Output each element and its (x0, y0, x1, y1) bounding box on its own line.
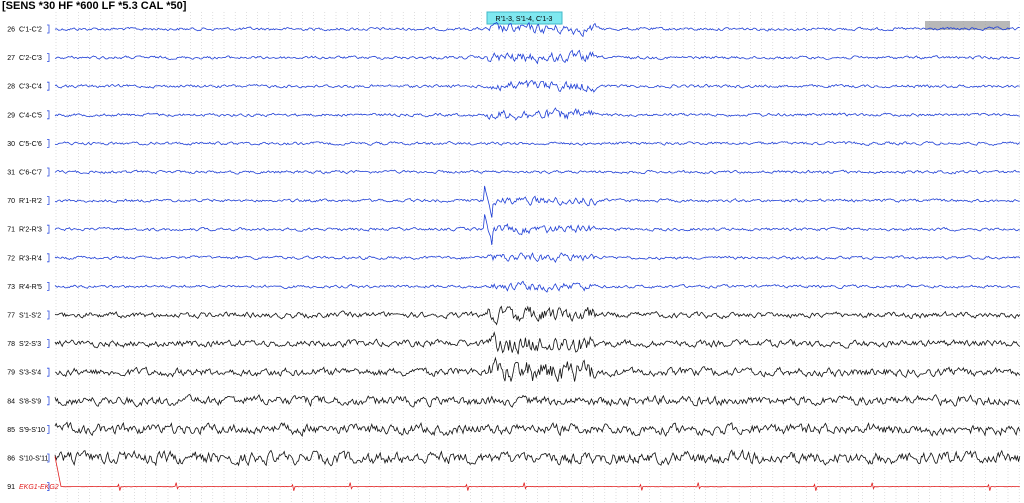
eeg-trace (54, 252, 1021, 263)
channel-label: C'3-C'4 (19, 84, 42, 91)
channel-label: S'10-S'11 (19, 456, 49, 463)
channel-label: C'5-C'6 (19, 141, 42, 148)
eeg-trace (54, 394, 1021, 408)
eeg-trace (54, 305, 1021, 326)
eeg-trace (54, 49, 1021, 65)
channel-number: 28 (7, 84, 15, 91)
cal-bracket (47, 310, 50, 320)
channel-label: S'1-S'2 (19, 313, 41, 320)
cal-bracket (47, 253, 50, 263)
eeg-trace (54, 456, 1020, 491)
channel-number: 71 (7, 227, 15, 234)
cal-bracket (47, 453, 50, 463)
cal-bracket (47, 110, 50, 120)
channel-number: 73 (7, 284, 15, 291)
channel-number: 78 (7, 341, 15, 348)
channel-number: 79 (7, 370, 15, 377)
cal-bracket (47, 53, 50, 62)
eeg-trace (54, 214, 1020, 246)
eeg-trace (54, 185, 1020, 218)
settings-header: [SENS *30 HF *600 LF *5.3 CAL *50] (2, 0, 187, 12)
channel-number: 29 (7, 112, 15, 119)
channel-number: 26 (7, 27, 15, 34)
cal-bracket (47, 482, 50, 491)
eeg-trace (54, 421, 1021, 437)
eeg-trace (54, 140, 1021, 146)
channel-label: C'4-C'5 (19, 112, 42, 119)
channel-number: 70 (7, 198, 15, 205)
channel-label: C'2-C'3 (19, 55, 42, 62)
cal-bracket (47, 396, 50, 406)
channel-label: C'1-C'2 (19, 27, 42, 34)
channel-label: EKG1-EKG2 (19, 484, 59, 491)
cal-bracket (47, 81, 50, 91)
eeg-trace (54, 79, 1020, 93)
channel-number: 77 (7, 313, 15, 320)
eeg-trace (54, 21, 1020, 38)
cal-bracket (47, 139, 50, 148)
cal-bracket (47, 367, 50, 377)
channel-number: 91 (7, 484, 15, 491)
channel-number: 27 (7, 55, 15, 62)
cal-bracket (47, 425, 50, 434)
eeg-trace (54, 331, 1021, 355)
channel-label: S'2-S'3 (19, 341, 41, 348)
eeg-trace (54, 169, 1020, 175)
annotation-text: R'1-3, S'1-4, C'1-3 (496, 16, 553, 23)
cal-bracket (47, 196, 50, 205)
channel-number: 31 (7, 170, 15, 177)
cal-bracket (47, 282, 50, 291)
cal-bracket (47, 24, 50, 34)
cal-bracket (47, 167, 50, 177)
channel-label: S'8-S'9 (19, 398, 41, 405)
channel-label: R'3-R'4 (19, 255, 42, 262)
channel-label: C'6-C'7 (19, 170, 42, 177)
channel-number: 86 (7, 456, 15, 463)
channel-label: S'9-S'10 (19, 427, 45, 434)
annotation-box (486, 11, 563, 25)
channel-number: 72 (7, 255, 15, 262)
eeg-trace (54, 356, 1021, 382)
channel-number: 30 (7, 141, 15, 148)
channel-label: R'1-R'2 (19, 198, 42, 205)
time-grid (55, 12, 1020, 503)
eeg-trace (54, 107, 1020, 121)
cal-bracket (47, 224, 50, 234)
channel-number: 84 (7, 398, 15, 405)
channel-label: R'2-R'3 (19, 227, 42, 234)
eeg-trace (54, 280, 1021, 293)
channel-label: R'4-R'5 (19, 284, 42, 291)
eeg-trace (54, 449, 1021, 467)
overlay-box (925, 21, 1010, 30)
cal-bracket (47, 339, 50, 348)
channel-number: 85 (7, 427, 15, 434)
channels: 26 C'1-C'2 27 C'2-C'3 28 C'3-C'4 29 C'4-C'5 30 C'… (7, 21, 1021, 491)
channel-label: S'3-S'4 (19, 370, 41, 377)
